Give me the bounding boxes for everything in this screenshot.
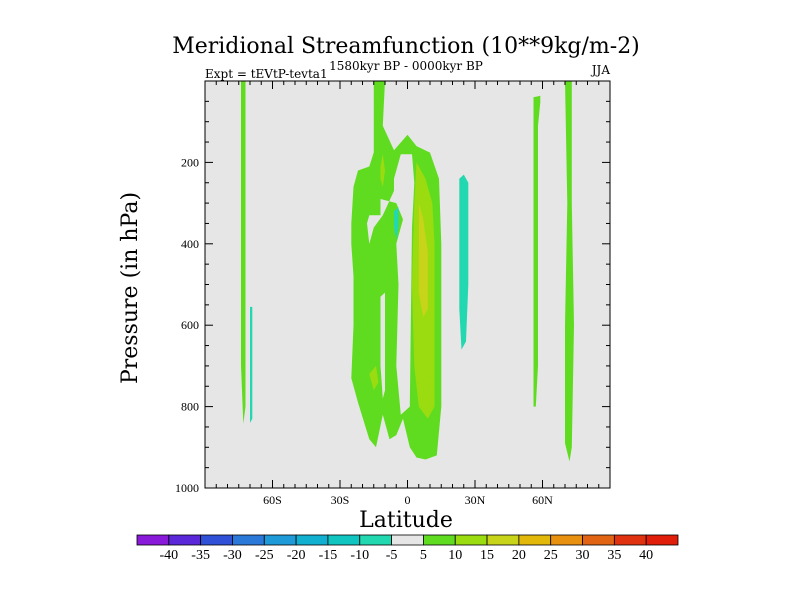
contour-positive-5-10-0 [241, 81, 246, 424]
colorbar-swatch [454, 534, 488, 546]
colorbar-label: -30 [223, 548, 242, 563]
chart-title: Meridional Streamfunction (10**9kg/m-2) [172, 34, 640, 59]
contour-background-cutout-1 [380, 292, 385, 399]
contour-negative-5-10-2 [459, 174, 469, 350]
colorbar-swatch [582, 534, 615, 546]
subtitle-experiment: Expt = tEVtP-tevta1 [205, 67, 328, 81]
colorbar-swatch [263, 534, 297, 546]
subtitle-period: 1580kyr BP - 0000kyr BP [329, 59, 483, 73]
colorbar-label: 25 [544, 548, 558, 563]
contour-negative-5-10-0 [250, 306, 253, 423]
contour-background-cutout-2 [538, 186, 543, 366]
colorbar-label: 10 [448, 548, 462, 563]
colorbar-label: -40 [159, 548, 178, 563]
axes: 60S 30S 0 30N 60N 200 400 600 800 1000 [175, 80, 611, 507]
colorbar-label: -35 [191, 548, 210, 563]
colorbar-swatch [232, 534, 265, 546]
colorbar-swatch [645, 534, 679, 546]
colorbar-swatch [518, 534, 552, 546]
y-tick-label: 400 [181, 237, 199, 251]
colorbar-label: -20 [287, 548, 306, 563]
colorbar-label: 5 [420, 548, 427, 563]
x-tick-label: 30S [331, 493, 350, 507]
colorbar-label: 20 [512, 548, 526, 563]
y-axis-label: Pressure (in hPa) [118, 192, 143, 384]
y-tick-label: 1000 [175, 481, 199, 495]
colorbar-swatch [486, 534, 520, 546]
colorbar-swatch [295, 534, 329, 546]
colorbar-swatch [327, 534, 361, 546]
colorbar-swatch [359, 534, 392, 546]
colorbar-label: -25 [255, 548, 274, 563]
colorbar-swatch [423, 534, 456, 546]
colorbar-swatch [136, 534, 170, 546]
plot-area [205, 81, 610, 488]
x-axis-label: Latitude [359, 508, 453, 533]
colorbar-label: 15 [480, 548, 494, 563]
y-tick-label: 200 [181, 155, 199, 169]
subtitle-season: JJA [590, 63, 611, 77]
contour-positive-15-20-0 [418, 203, 428, 318]
colorbar-swatch [550, 534, 583, 546]
colorbar-label: 35 [607, 548, 621, 563]
contour-positive-10-15-0 [380, 154, 385, 187]
colorbar-label: 30 [576, 548, 590, 563]
contour-positive-5-10-2 [533, 95, 541, 407]
colorbar-label: -15 [319, 548, 338, 563]
x-tick-label: 60S [263, 493, 282, 507]
contour-background-cutout-0 [367, 154, 415, 415]
contour-negative-5-10-1 [394, 207, 399, 240]
colorbar: -40 -35 -30 -25 -20 -15 -10 -5 5 10 15 20 25 30 35 40 [136, 534, 679, 563]
colorbar-label: -5 [386, 548, 398, 563]
x-tick-label: 60N [532, 493, 553, 507]
colorbar-swatch [613, 534, 647, 546]
colorbar-label: -10 [350, 548, 369, 563]
colorbar-swatch [391, 534, 424, 546]
x-tick-label: 0 [405, 493, 411, 507]
contour-positive-10-15-2 [369, 365, 379, 391]
y-tick-label: 800 [181, 400, 199, 414]
x-tick-label: 30N [465, 493, 486, 507]
colorbar-swatch [168, 534, 202, 546]
y-tick-label: 600 [181, 318, 199, 332]
colorbar-swatch [200, 534, 233, 546]
contour-positive-5-10-3 [565, 81, 574, 462]
colorbar-label: 40 [639, 548, 653, 563]
